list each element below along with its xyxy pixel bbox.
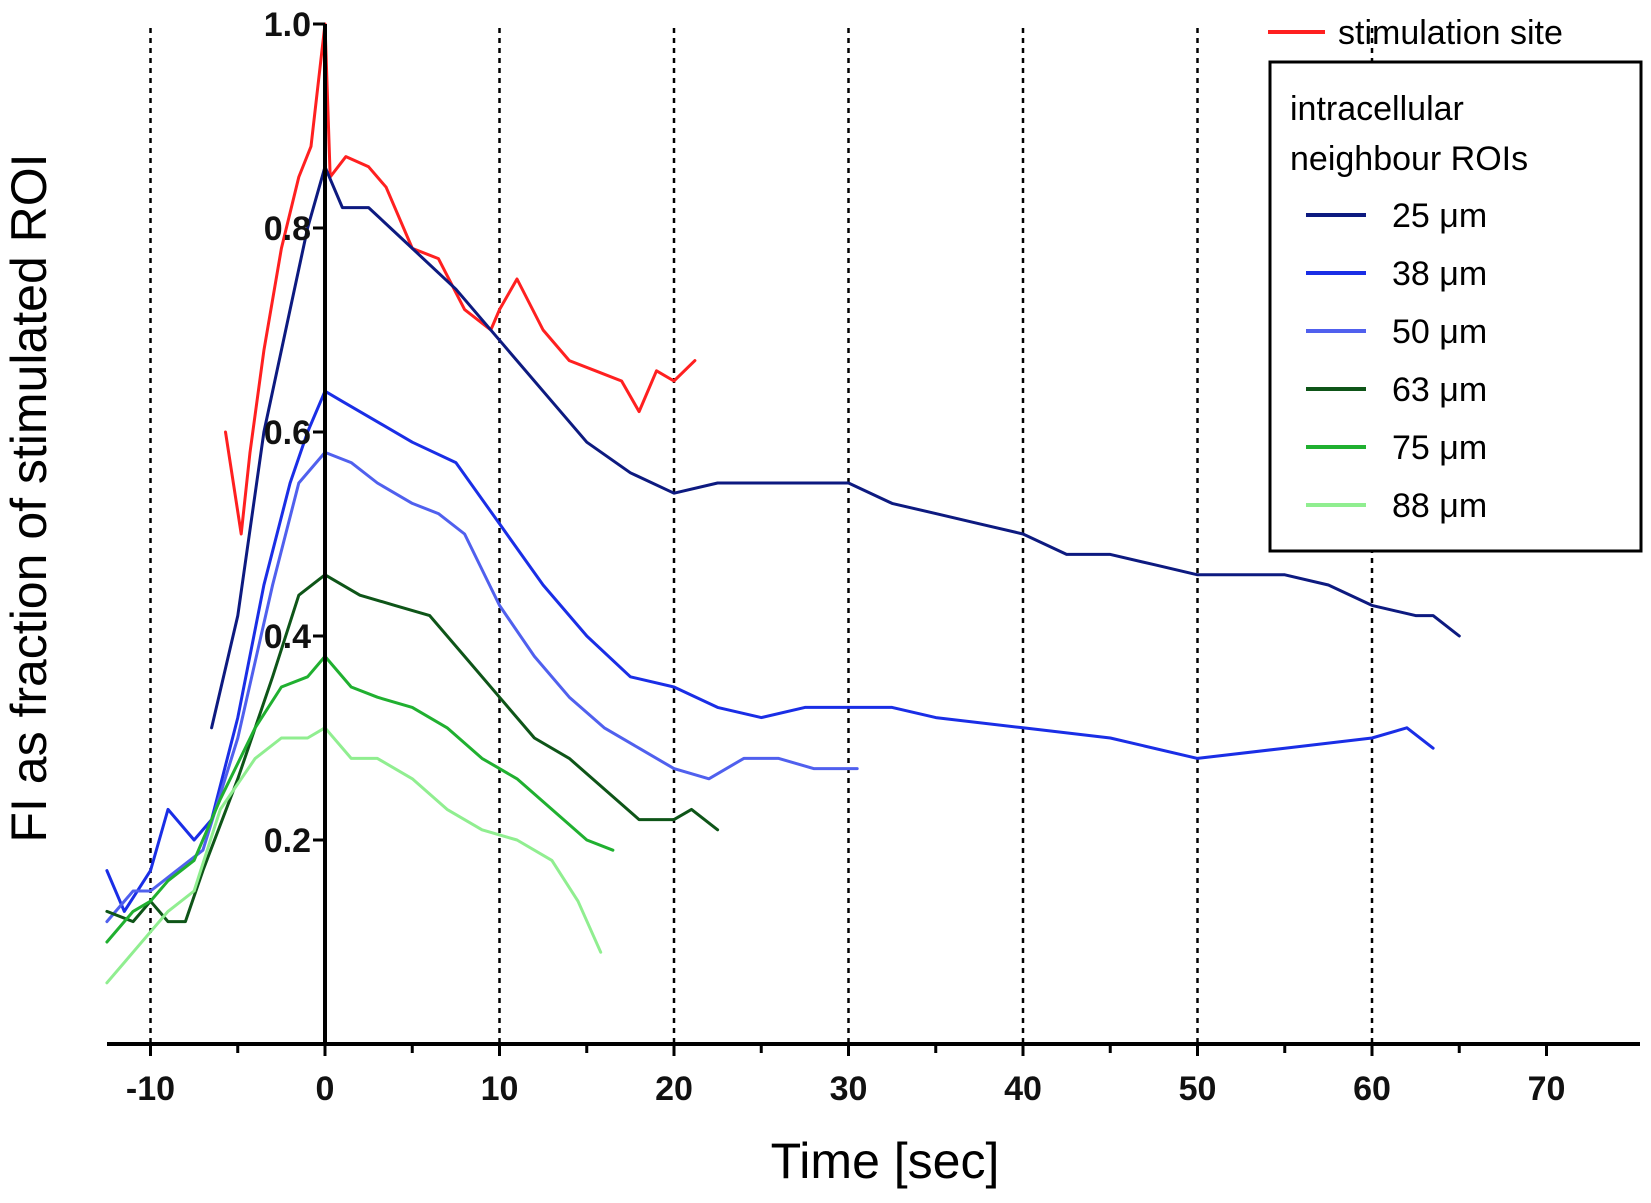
series-line-50-m: [105, 450, 859, 924]
legend-label-88-m: 88 μm: [1392, 487, 1487, 525]
y-tick-label: 0.2: [264, 822, 311, 860]
y-tick-label: 0.4: [264, 618, 311, 656]
x-tick-label: 60: [1353, 1070, 1391, 1108]
x-tick-label: 20: [655, 1070, 693, 1108]
x-tick-label: 40: [1004, 1070, 1042, 1108]
vertical-gridlines: [149, 28, 1374, 1044]
x-tick-label: 0: [316, 1070, 335, 1108]
x-tick-label: 30: [830, 1070, 868, 1108]
y-axis-ticks: 0.2 0.4 0.6 0.8 1.0: [264, 6, 325, 860]
legend-label-50-m: 50 μm: [1392, 313, 1487, 351]
legend-label-63-m: 63 μm: [1392, 371, 1487, 409]
series-line-38-m: [105, 389, 1435, 913]
legend-box: [1268, 60, 1643, 553]
series-line-stimulation-site: [224, 22, 697, 536]
x-tick-label: -10: [126, 1070, 175, 1108]
legend-entries: 25 μm 38 μm 50 μm 63 μm 75 μm 88 μm: [1306, 197, 1487, 525]
legend-group-title-line2: neighbour ROIs: [1290, 140, 1528, 178]
series-line-63-m: [105, 573, 720, 924]
legend: stimulation site intracellular neighbour…: [1268, 14, 1643, 553]
y-axis-title: FI as fraction of stimulated ROI: [1, 153, 57, 842]
series-line-88-m: [105, 726, 603, 985]
x-tick-label: 70: [1528, 1070, 1566, 1108]
x-tick-label: 10: [481, 1070, 519, 1108]
series-line-25-m: [210, 165, 1461, 730]
x-axis-ticks: -10 0 10 20 30 40 50 60 70: [126, 1044, 1565, 1108]
legend-label-75-m: 75 μm: [1392, 429, 1487, 467]
x-tick-label: 50: [1179, 1070, 1217, 1108]
legend-label-25-m: 25 μm: [1392, 197, 1487, 235]
legend-label-38-m: 38 μm: [1392, 255, 1487, 293]
y-tick-label: 1.0: [264, 6, 311, 44]
legend-label-stimulation-site: stimulation site: [1338, 14, 1563, 52]
y-tick-label: 0.8: [264, 210, 311, 248]
y-tick-label: 0.6: [264, 414, 311, 452]
axes: [107, 24, 1640, 1046]
legend-group-title-line1: intracellular: [1290, 90, 1464, 128]
x-axis-title: Time [sec]: [771, 1133, 1000, 1189]
